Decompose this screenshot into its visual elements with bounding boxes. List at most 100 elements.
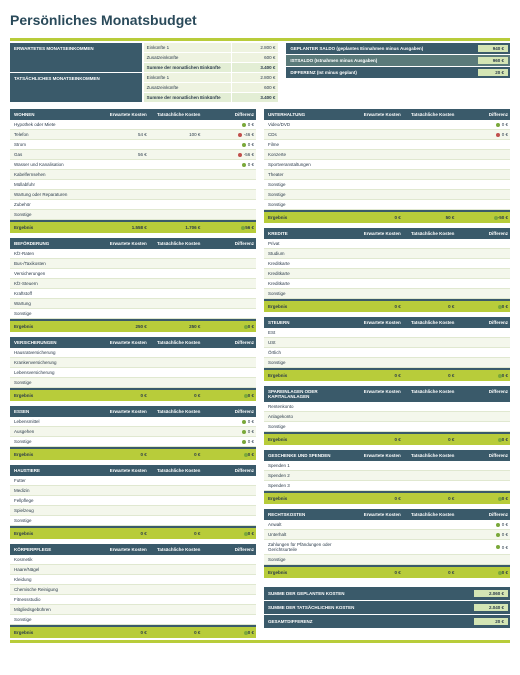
- row-name: Sonstige: [264, 555, 349, 564]
- row-diff: 0 €: [202, 120, 256, 129]
- row-name: Lebensversicherung: [10, 368, 95, 377]
- category-row: Kosmetik: [10, 555, 256, 565]
- row-name: Studium: [264, 249, 349, 258]
- row-expected: 56 €: [95, 150, 149, 159]
- row-actual: [149, 417, 203, 426]
- row-name: Sonstige: [10, 378, 95, 387]
- row-expected: [95, 437, 149, 446]
- row-diff: [456, 471, 510, 480]
- category-total: Ergebnis0 €0 €0 €: [10, 388, 256, 401]
- category-row: Kabelfernsehen: [10, 170, 256, 180]
- row-diff: [202, 496, 256, 505]
- category-row: Zahlungen für Pfändungen oder Gerichtsur…: [264, 540, 510, 555]
- total-expected: 250 €: [95, 321, 149, 332]
- col-expected: Erwartete Kosten: [95, 465, 149, 476]
- col-actual: Tatsächliche Kosten: [149, 109, 203, 120]
- row-name: Medizin: [10, 486, 95, 495]
- category-total: Ergebnis0 €0 €0 €: [264, 299, 510, 312]
- category-row: Wartung: [10, 299, 256, 309]
- row-name: ESt: [264, 328, 349, 337]
- row-expected: [349, 540, 403, 554]
- row-diff: [456, 249, 510, 258]
- category-header: UNTERHALTUNGErwartete KostenTatsächliche…: [264, 109, 510, 120]
- category-total: Ergebnis0 €0 €0 €: [10, 447, 256, 460]
- category-total: Ergebnis0 €0 €0 €: [264, 368, 510, 381]
- row-actual: [403, 481, 457, 490]
- row-actual: [149, 348, 203, 357]
- row-expected: [349, 170, 403, 179]
- row-actual: [149, 378, 203, 387]
- total-diff: 0 €: [456, 434, 510, 445]
- row-expected: [349, 422, 403, 431]
- total-diff: 0 €: [202, 390, 256, 401]
- row-actual: [403, 239, 457, 248]
- diff-balance-val: 20 €: [478, 69, 508, 76]
- actual-balance-label: ISTSALDO (Istnahmen minus Ausgaben): [290, 58, 476, 63]
- row-diff: 0 €: [202, 160, 256, 169]
- row-actual: [403, 249, 457, 258]
- row-actual: [403, 540, 457, 554]
- top-section: ERWARTETES MONATSEINKOMMEN Einkünfte 12.…: [10, 43, 510, 103]
- row-name: Müllabfuhr: [10, 180, 95, 189]
- actual-income-line2: Zusatzeinkünfte: [144, 83, 231, 92]
- category-row: Filme: [264, 140, 510, 150]
- category-name: HAUSTIERE: [10, 465, 95, 476]
- category-header: STEUERNErwartete KostenTatsächliche Kost…: [264, 317, 510, 328]
- total-label: Ergebnis: [10, 222, 95, 233]
- col-diff: Differenz: [456, 317, 510, 328]
- row-actual: [149, 249, 203, 258]
- row-expected: [95, 289, 149, 298]
- row-expected: [349, 481, 403, 490]
- row-name: Kreditkarte: [264, 269, 349, 278]
- row-diff: [202, 299, 256, 308]
- row-expected: [349, 555, 403, 564]
- row-expected: [95, 200, 149, 209]
- row-diff: [202, 476, 256, 485]
- row-diff: 0 €: [202, 437, 256, 446]
- category-row: Sonstige: [10, 516, 256, 526]
- category-row: Spenden 1: [264, 461, 510, 471]
- diff-positive-icon: [242, 143, 246, 147]
- row-expected: [349, 461, 403, 470]
- row-diff: [202, 200, 256, 209]
- row-expected: [349, 160, 403, 169]
- col-actual: Tatsächliche Kosten: [403, 317, 457, 328]
- category-name: WOHNEN: [10, 109, 95, 120]
- category-header: VERSICHERUNGENErwartete KostenTatsächlic…: [10, 337, 256, 348]
- category-steuern: STEUERNErwartete KostenTatsächliche Kost…: [264, 317, 510, 381]
- row-expected: [349, 358, 403, 367]
- diff-balance-label: DIFFERENZ (Ist minus geplant): [290, 70, 476, 75]
- category-row: Lebensversicherung: [10, 368, 256, 378]
- col-actual: Tatsächliche Kosten: [149, 337, 203, 348]
- row-actual: [149, 120, 203, 129]
- row-name: Unterhalt: [264, 530, 349, 539]
- row-expected: [95, 615, 149, 624]
- category-row: Bus-/Taxikosten: [10, 259, 256, 269]
- row-expected: [95, 565, 149, 574]
- budget-page: Persönliches Monatsbudget ERWARTETES MON…: [0, 0, 520, 655]
- row-name: Wartung: [10, 299, 95, 308]
- row-actual: [403, 520, 457, 529]
- row-name: Theater: [264, 170, 349, 179]
- category-row: Kraftstoff: [10, 289, 256, 299]
- row-diff: [456, 150, 510, 159]
- total-actual: 250 €: [149, 321, 203, 332]
- col-expected: Erwartete Kosten: [349, 109, 403, 120]
- category-header: KREDITEErwartete KostenTatsächliche Kost…: [264, 228, 510, 239]
- total-diff: 0 €: [456, 301, 510, 312]
- row-actual: [149, 555, 203, 564]
- category-row: Privat: [264, 239, 510, 249]
- diff-negative-icon: [496, 133, 500, 137]
- actual-income-sum-label: Summe der monatlichen Einkünfte: [144, 93, 231, 102]
- total-expected: 1.558 €: [95, 222, 149, 233]
- row-diff: [202, 170, 256, 179]
- diff-negative-icon: [238, 153, 242, 157]
- category-row: Medizin: [10, 486, 256, 496]
- row-actual: [403, 259, 457, 268]
- row-diff: [202, 555, 256, 564]
- category-unterhaltung: UNTERHALTUNGErwartete KostenTatsächliche…: [264, 109, 510, 223]
- row-expected: [349, 180, 403, 189]
- col-expected: Erwartete Kosten: [95, 337, 149, 348]
- category-row: Futter: [10, 476, 256, 486]
- row-name: Fitnessstudio: [10, 595, 95, 604]
